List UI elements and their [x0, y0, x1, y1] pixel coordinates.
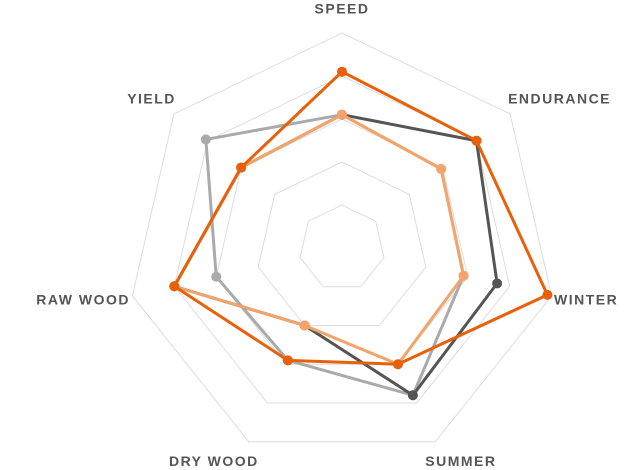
grid-ring — [173, 75, 511, 404]
series-point — [236, 162, 247, 173]
series-point — [299, 320, 310, 331]
series-point — [200, 134, 211, 145]
series-point — [337, 109, 347, 120]
series-point — [169, 281, 180, 292]
axis-label: RAW WOOD — [36, 292, 130, 308]
series-line — [172, 113, 499, 397]
series-point — [436, 163, 447, 174]
series-point — [337, 66, 347, 77]
series-point — [471, 135, 482, 146]
axis-label: ENDURANCE — [508, 90, 611, 106]
grid-ring — [131, 32, 553, 443]
series-point — [458, 270, 469, 281]
series-point — [542, 289, 553, 300]
series-line — [172, 113, 466, 366]
series-point — [407, 390, 418, 401]
series-point — [282, 355, 293, 366]
series-point — [392, 359, 403, 370]
grid-ring — [215, 118, 469, 365]
axis-label: SPEED — [315, 1, 370, 17]
series-point — [211, 271, 222, 282]
axis-label: DRY WOOD — [169, 453, 259, 469]
axis-label: SUMMER — [425, 453, 496, 469]
axis-label: YIELD — [127, 90, 176, 106]
series-line — [172, 70, 549, 366]
grid-ring — [257, 161, 427, 326]
grid-ring — [299, 204, 385, 288]
series-point — [492, 278, 503, 289]
axis-label: WINTER — [554, 292, 618, 308]
